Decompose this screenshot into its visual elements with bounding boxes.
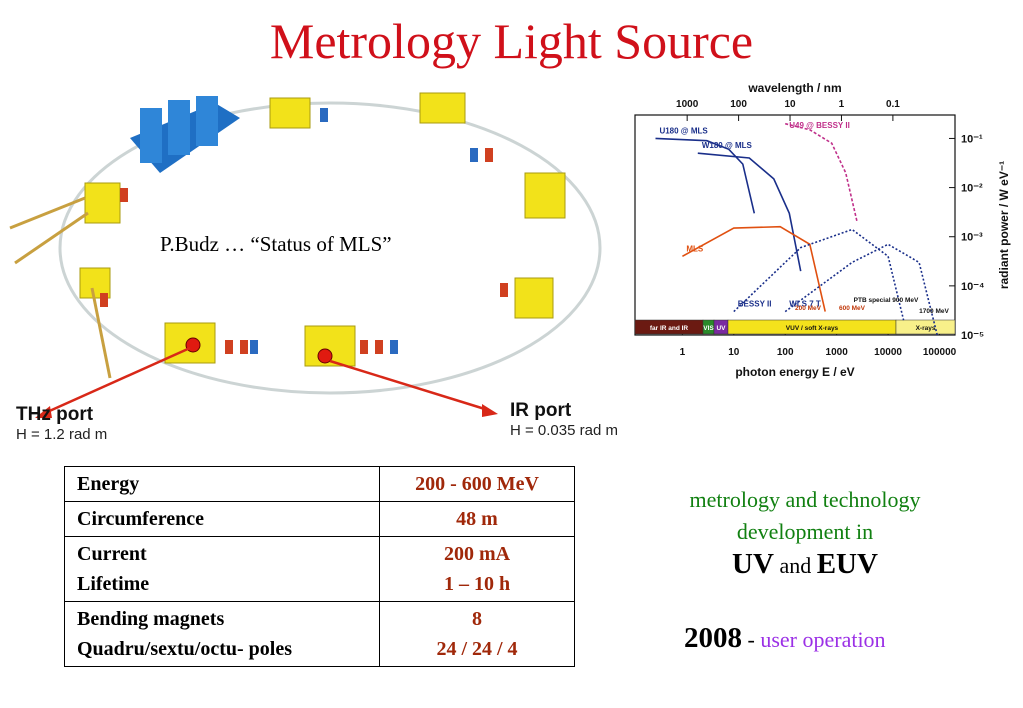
param-value: 200 - 600 MeV xyxy=(415,473,539,495)
application-line-3: UV and EUV xyxy=(630,548,980,582)
param-label-cell: Current Lifetime xyxy=(64,536,380,602)
x-axis-label: photon energy E / eV xyxy=(735,365,854,379)
energy-annotation: 600 MeV xyxy=(839,305,866,312)
param-value-cell: 200 - 600 MeV xyxy=(379,466,575,502)
series-line xyxy=(682,225,826,312)
param-label-cell: Bending magnets Quadru/sextu/octu- poles xyxy=(64,601,380,667)
series-line xyxy=(784,243,938,336)
param-label-cell: Energy xyxy=(64,466,380,502)
ring-caption: P.Budz … “Status of MLS” xyxy=(160,232,392,256)
series-label: MLS xyxy=(686,244,704,253)
storage-ring-illustration xyxy=(9,92,602,418)
param-label: Current xyxy=(77,543,147,565)
spectral-band-label: X-rays xyxy=(916,325,936,332)
y-tick-label: 10⁻⁵ xyxy=(961,330,984,342)
param-value: 1 – 10 h xyxy=(443,573,511,595)
series-label: WLS 7 T xyxy=(789,300,821,309)
operation-dash: - xyxy=(747,627,755,652)
injector-block xyxy=(130,96,240,173)
top-tick-label: 1000 xyxy=(676,99,699,110)
param-value: 24 / 24 / 4 xyxy=(436,638,518,660)
table-row: Bending magnets Quadru/sextu/octu- poles 8… xyxy=(64,601,575,667)
y-tick-label: 10⁻⁴ xyxy=(961,281,984,293)
x-tick-label: 1 xyxy=(680,347,686,358)
operation-year: 2008 xyxy=(684,622,742,654)
parameters-table: Energy 200 - 600 MeV Circumference 48 m Curr… xyxy=(64,466,575,667)
param-value: 8 xyxy=(472,608,482,630)
param-label: Circumference xyxy=(77,508,204,530)
series-line xyxy=(785,122,858,223)
param-value: 48 m xyxy=(456,508,498,530)
series-label: W180 @ MLS xyxy=(702,141,753,150)
top-tick-label: 100 xyxy=(730,99,747,110)
euv-text: EUV xyxy=(816,548,878,580)
x-tick-label: 100 xyxy=(777,347,794,358)
uv-text: UV xyxy=(732,548,774,580)
top-tick-label: 0.1 xyxy=(886,99,900,110)
spectral-band-label: VIS xyxy=(703,325,714,332)
application-line-1: metrology and technology xyxy=(689,487,921,512)
energy-annotation: 1700 MeV xyxy=(919,308,949,315)
x-tick-label: 1000 xyxy=(826,347,849,358)
table-row: Circumference 48 m xyxy=(64,501,575,537)
param-value: 200 mA xyxy=(443,543,511,565)
param-label: Energy xyxy=(77,473,140,495)
energy-annotation: PTB special 900 MeV xyxy=(854,297,919,304)
top-axis-label: wavelength / nm xyxy=(747,81,841,95)
series-label: BESSY II xyxy=(738,300,772,309)
x-tick-label: 10000 xyxy=(874,347,902,358)
y-tick-label: 10⁻² xyxy=(961,183,983,195)
table-row: Current Lifetime 200 mA 1 – 10 h xyxy=(64,536,575,602)
slide-title: Metrology Light Source xyxy=(269,13,754,69)
param-label: Lifetime xyxy=(77,573,150,595)
param-label: Quadru/sextu/octu- poles xyxy=(77,638,293,660)
series-label: U49 @ BESSY II xyxy=(789,121,850,130)
and-text: and xyxy=(779,553,812,578)
series-label: U180 @ MLS xyxy=(659,126,708,135)
series-line xyxy=(655,137,756,214)
top-tick-label: 10 xyxy=(784,99,796,110)
x-tick-label: 100000 xyxy=(923,347,957,358)
series-line xyxy=(733,228,905,321)
application-line-2: development in xyxy=(736,519,874,544)
ir-port-label: IR port xyxy=(510,400,572,421)
thz-port-label: THz port xyxy=(16,404,94,425)
x-tick-label: 10 xyxy=(728,347,740,358)
series-line xyxy=(697,152,802,272)
spectral-band-label: UV xyxy=(716,325,726,332)
y-tick-label: 10⁻³ xyxy=(961,232,983,244)
user-operation-line: 2008 - user operation xyxy=(684,622,886,655)
y-axis-label: radiant power / W eV⁻¹ xyxy=(997,161,1011,289)
param-label-cell: Circumference xyxy=(64,501,380,537)
table-row: Energy 200 - 600 MeV xyxy=(64,466,575,502)
spectral-band-label: far IR and IR xyxy=(650,325,689,332)
param-value-cell: 48 m xyxy=(379,501,575,537)
application-text: metrology and technology development in … xyxy=(630,484,980,582)
spectral-band xyxy=(895,319,956,335)
param-value-cell: 200 mA 1 – 10 h xyxy=(379,536,575,602)
energy-annotation: 200 MeV xyxy=(795,305,822,312)
spectral-band-label: VUV / soft X-rays xyxy=(786,325,839,332)
operation-text: user operation xyxy=(760,627,886,652)
y-tick-label: 10⁻¹ xyxy=(961,133,983,145)
param-label: Bending magnets xyxy=(77,608,225,630)
plot-frame xyxy=(634,114,956,336)
spectrum-chart: 1 10 100 1000 10000 100000 1000 100 10 1 0.1 10⁻¹ 10… xyxy=(634,81,1011,379)
top-tick-label: 1 xyxy=(839,99,845,110)
thz-port-sub: H = 1.2 rad m xyxy=(16,426,108,443)
ir-port-sub: H = 0.035 rad m xyxy=(510,422,618,439)
param-value-cell: 8 24 / 24 / 4 xyxy=(379,601,575,667)
